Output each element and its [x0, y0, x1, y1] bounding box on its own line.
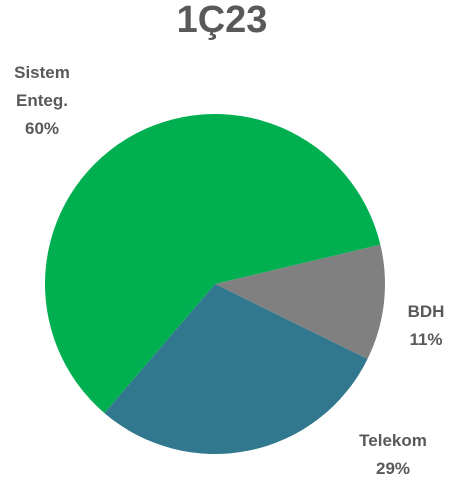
slice-labels: Sistem Enteg. 60% BDH 11% Telekom 29% [14, 63, 444, 478]
label-telekom: Telekom 29% [359, 431, 427, 478]
slice-telekom [104, 284, 368, 454]
slice-bdh [215, 244, 385, 360]
label-sistem-enteg: Sistem Enteg. 60% [14, 63, 70, 138]
slice-sistem-enteg [45, 114, 381, 414]
label-bdh: BDH 11% [408, 302, 445, 349]
pie-slices [45, 114, 385, 454]
chart-title: 1Ç23 [177, 0, 268, 41]
